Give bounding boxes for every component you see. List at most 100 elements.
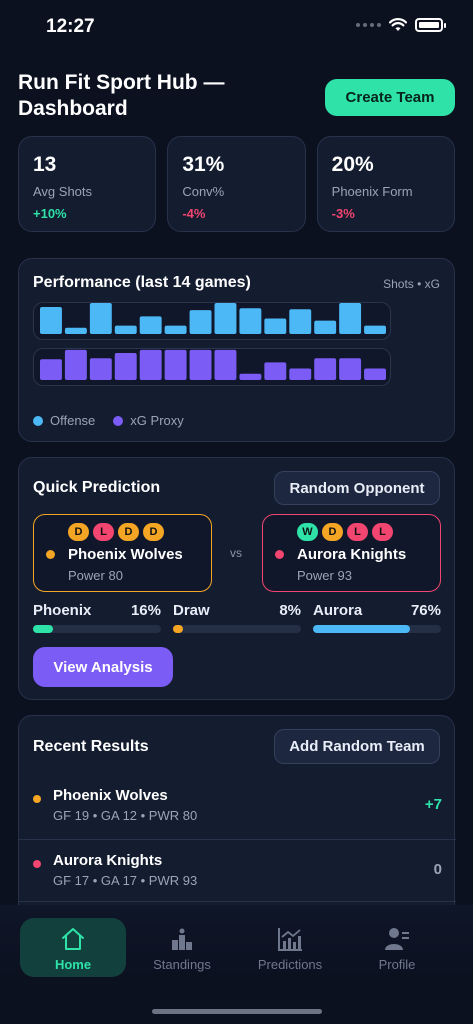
chart-bar <box>189 310 212 334</box>
chart-bar <box>89 303 112 334</box>
results-title: Recent Results <box>33 738 149 755</box>
legend-swatch <box>33 415 43 426</box>
view-analysis-button[interactable]: View Analysis <box>33 647 173 687</box>
standings-icon <box>172 928 192 950</box>
chart-legend: Offense xG Proxy <box>33 413 184 428</box>
away-team-dot <box>275 550 284 559</box>
prob-percent: 8% <box>279 602 301 619</box>
legend-label: xG Proxy <box>130 413 184 428</box>
stat-card-conversion: 31% Conv% -4% <box>167 136 306 232</box>
result-team-name: Aurora Knights <box>53 852 163 869</box>
predictions-icon <box>278 928 302 951</box>
stat-card-avg-shots: 13 Avg Shots +10% <box>18 136 157 232</box>
stat-label: Conv% <box>182 184 225 199</box>
stat-delta: +10% <box>33 206 67 221</box>
chart-bar <box>314 358 337 380</box>
vs-label: vs <box>230 546 242 560</box>
legend-item-offense: Offense <box>33 413 95 428</box>
away-team-power: Power 93 <box>297 568 352 583</box>
chart-bar <box>40 359 62 380</box>
legend-item-xg: xG Proxy <box>113 413 184 428</box>
prediction-title: Quick Prediction <box>33 479 161 496</box>
team-color-dot <box>33 860 41 868</box>
row-divider <box>19 901 456 902</box>
legend-swatch <box>113 415 124 426</box>
row-divider <box>19 839 456 840</box>
team-color-dot <box>33 795 41 803</box>
chart-bar <box>314 320 337 334</box>
header: Run Fit Sport Hub — Dashboard Create Tea… <box>18 70 455 126</box>
prob-label: Aurora <box>313 602 363 619</box>
chart-bar <box>114 353 137 380</box>
stat-label: Avg Shots <box>33 184 93 199</box>
prob-draw: Draw 8% <box>173 602 301 633</box>
status-time: 12:27 <box>46 16 95 37</box>
chart-bar <box>164 349 187 380</box>
nav-predictions[interactable]: Predictions <box>237 918 343 977</box>
prob-percent: 76% <box>410 602 441 619</box>
form-chip: D <box>143 523 164 541</box>
nav-label: Profile <box>378 957 416 972</box>
chart-bar <box>289 368 312 380</box>
create-team-button[interactable]: Create Team <box>325 79 455 116</box>
chart-bar <box>214 303 237 334</box>
form-chip: D <box>68 523 89 541</box>
result-goal-diff: 0 <box>433 861 442 878</box>
add-random-team-button[interactable]: Add Random Team <box>274 729 440 764</box>
stat-row: 13 Avg Shots +10% 31% Conv% -4% 20% Phoe… <box>18 136 455 232</box>
result-row[interactable]: Aurora Knights GF 17 • GA 17 • PWR 93 0 <box>33 848 442 898</box>
prob-fill <box>313 625 411 633</box>
stat-value: 31% <box>182 153 225 176</box>
chart-bar <box>189 349 212 380</box>
nav-label: Predictions <box>257 957 323 972</box>
legend-label: Offense <box>50 413 96 428</box>
chart-bar <box>339 358 362 380</box>
chart-bar <box>289 309 312 334</box>
prob-away: Aurora 76% <box>313 602 441 633</box>
wifi-icon <box>389 18 407 31</box>
form-chip: L <box>93 523 114 541</box>
prob-percent: 16% <box>130 602 161 619</box>
performance-subtitle: Shots • xG <box>383 277 440 291</box>
status-icons <box>356 18 446 32</box>
prob-track <box>173 625 301 633</box>
prob-label: Phoenix <box>33 602 92 619</box>
result-meta: GF 19 • GA 12 • PWR 80 <box>53 808 198 823</box>
offense-bar-chart <box>33 302 391 340</box>
prob-fill <box>33 625 54 633</box>
nav-profile[interactable]: Profile <box>344 918 450 977</box>
result-row[interactable]: Phoenix Wolves GF 19 • GA 12 • PWR 80 +7 <box>33 783 442 833</box>
bottom-nav: Home Standings Predictions Profile <box>0 905 473 1024</box>
chart-bar <box>264 362 287 380</box>
random-opponent-button[interactable]: Random Opponent <box>274 471 440 505</box>
nav-label: Home <box>54 957 92 972</box>
prob-home: Phoenix 16% <box>33 602 161 633</box>
nav-standings[interactable]: Standings <box>129 918 235 977</box>
chart-bar <box>139 349 162 380</box>
recent-results-card: Recent Results Add Random Team Phoenix W… <box>18 715 456 995</box>
chart-bar <box>139 316 162 334</box>
cellular-signal-icon <box>356 23 381 27</box>
home-indicator <box>152 1009 322 1014</box>
result-team-name: Phoenix Wolves <box>53 787 168 804</box>
chart-bar <box>239 373 262 380</box>
chart-bar <box>264 318 287 334</box>
chart-bar <box>64 327 87 334</box>
chart-bar <box>364 368 386 380</box>
home-icon <box>62 928 84 950</box>
form-chip: D <box>322 523 343 541</box>
home-team-dot <box>46 550 55 559</box>
home-team-name: Phoenix Wolves <box>68 546 183 563</box>
chart-bar <box>40 307 62 334</box>
nav-home[interactable]: Home <box>20 918 126 977</box>
chart-bar <box>364 325 386 334</box>
chart-bar <box>64 349 87 380</box>
nav-label: Standings <box>153 957 211 972</box>
xg-bar-chart <box>33 348 391 386</box>
away-team-name: Aurora Knights <box>297 546 407 563</box>
